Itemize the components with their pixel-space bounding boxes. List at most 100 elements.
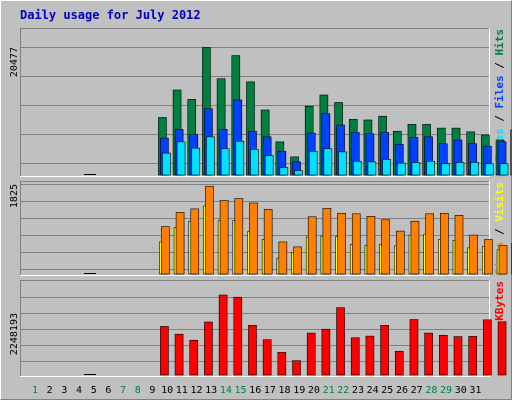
bar-kbytes-day-14 bbox=[277, 352, 287, 376]
bar-sites-day-19 bbox=[351, 213, 361, 275]
legend-entry: / bbox=[493, 109, 506, 129]
day-label-7: 7 bbox=[120, 385, 126, 396]
bar-pages-day-12 bbox=[250, 149, 259, 176]
bar-kbytes-day-10 bbox=[218, 294, 228, 376]
chart-title: Daily usage for July 2012 bbox=[20, 8, 201, 22]
day-label-8: 8 bbox=[135, 385, 141, 396]
bar-sites-day-20 bbox=[366, 216, 376, 275]
bar-sites-day-6 bbox=[161, 226, 170, 275]
bar-pages-day-14 bbox=[279, 167, 289, 176]
bar-sites-day-13 bbox=[263, 209, 273, 275]
bar-pages-day-9 bbox=[206, 136, 215, 176]
bar-sites-day-23 bbox=[410, 220, 420, 275]
day-label-19: 19 bbox=[293, 385, 305, 396]
bar-sites-day-14 bbox=[278, 241, 288, 275]
bar-kbytes-day-23 bbox=[409, 319, 419, 376]
bar-pages-day-17 bbox=[323, 148, 333, 176]
bar-sites-day-26 bbox=[454, 215, 464, 275]
y-max-label: 1825 bbox=[9, 184, 20, 208]
bar-sites-day-25 bbox=[440, 213, 449, 275]
legend-entry: Files bbox=[493, 75, 506, 108]
day-label-11: 11 bbox=[176, 385, 188, 396]
y-max-label: 20477 bbox=[9, 47, 20, 77]
bar-sites-day-28 bbox=[484, 239, 493, 275]
bar-pages-day-26 bbox=[455, 162, 465, 176]
day-label-18: 18 bbox=[279, 385, 291, 396]
bar-kbytes-day-19 bbox=[350, 337, 360, 376]
legend-entry: Visits bbox=[493, 182, 506, 222]
bar-sites-day-15 bbox=[293, 246, 302, 275]
bar-sites-day-22 bbox=[395, 230, 405, 275]
bar-kbytes-day-29 bbox=[497, 321, 507, 376]
bar-pages-day-21 bbox=[382, 159, 391, 176]
x-axis-day-labels: 1 2 3 4 5 6 7 8 9 10 11 12 13 14 15 16 17 18 19 20 21 22 23 24 2… bbox=[32, 385, 481, 396]
bar-kbytes-day-11 bbox=[233, 296, 243, 376]
bar-kbytes-day-12 bbox=[248, 325, 257, 376]
legend-entry: / bbox=[493, 222, 506, 242]
day-label-9: 9 bbox=[149, 385, 155, 396]
day-label-15: 15 bbox=[234, 385, 246, 396]
day-label-3: 3 bbox=[61, 385, 67, 396]
bar-kbytes-day-17 bbox=[321, 328, 331, 376]
bar-kbytes-day-18 bbox=[336, 307, 345, 376]
panel-visits_sites: 1825Sites / Visits bbox=[9, 181, 512, 276]
bar-sites-day-21 bbox=[381, 219, 390, 275]
bar-kbytes-day-25 bbox=[439, 334, 448, 376]
bar-kbytes-day-24 bbox=[424, 332, 433, 376]
bar-kbytes-day-15 bbox=[292, 360, 301, 376]
day-label-22: 22 bbox=[337, 385, 349, 396]
day-label-31: 31 bbox=[469, 385, 481, 396]
bar-pages-day-22 bbox=[396, 162, 406, 176]
bar-hits-day-30 bbox=[510, 129, 512, 176]
bar-sites-day-8 bbox=[190, 208, 200, 275]
bar-pages-day-16 bbox=[308, 150, 318, 176]
chart-panels: 20477Pages / Files / Hits1825Sites / Vis… bbox=[9, 28, 512, 377]
bar-sites-day-16 bbox=[307, 216, 317, 275]
bar-pages-day-25 bbox=[441, 163, 450, 176]
bar-pages-day-13 bbox=[264, 155, 274, 176]
bar-kbytes-day-9 bbox=[204, 321, 213, 376]
bar-pages-day-20 bbox=[367, 161, 377, 176]
bar-pages-day-11 bbox=[235, 140, 245, 176]
day-label-13: 13 bbox=[205, 385, 217, 396]
bar-pages-day-23 bbox=[411, 162, 421, 176]
day-label-23: 23 bbox=[352, 385, 364, 396]
day-label-12: 12 bbox=[190, 385, 202, 396]
bar-kbytes-day-7 bbox=[174, 333, 184, 376]
bar-kbytes-day-28 bbox=[483, 319, 492, 376]
day-label-20: 20 bbox=[308, 385, 320, 396]
bar-kbytes-day-8 bbox=[189, 339, 199, 376]
day-label-16: 16 bbox=[249, 385, 261, 396]
bar-kbytes-day-26 bbox=[453, 336, 463, 376]
bar-sites-day-9 bbox=[205, 185, 214, 275]
day-label-27: 27 bbox=[411, 385, 423, 396]
bar-kbytes-day-21 bbox=[380, 325, 389, 376]
legend-entry: Hits bbox=[493, 29, 506, 56]
bar-kbytes-day-27 bbox=[468, 336, 477, 376]
y-max-label: 2248193 bbox=[9, 313, 20, 355]
bar-sites-day-18 bbox=[337, 213, 346, 275]
bar-sites-day-12 bbox=[249, 202, 258, 275]
bar-sites-day-11 bbox=[234, 198, 244, 275]
day-label-1: 1 bbox=[32, 385, 38, 396]
day-label-30: 30 bbox=[455, 385, 467, 396]
panel-hits_files_pages: 20477Pages / Files / Hits bbox=[9, 28, 512, 177]
bar-pages-day-10 bbox=[220, 148, 230, 176]
bar-sites-day-7 bbox=[175, 212, 185, 275]
bar-pages-day-15 bbox=[294, 170, 303, 176]
bar-kbytes-day-22 bbox=[394, 350, 404, 376]
day-label-6: 6 bbox=[105, 385, 111, 396]
bar-pages-day-18 bbox=[338, 151, 347, 176]
day-label-25: 25 bbox=[381, 385, 393, 396]
day-label-21: 21 bbox=[323, 385, 335, 396]
bar-kbytes-day-6 bbox=[160, 326, 169, 376]
panel-kbytes: 2248193 KBytes bbox=[9, 280, 507, 377]
bar-sites-day-27 bbox=[469, 234, 478, 275]
bar-sites-day-29 bbox=[498, 245, 508, 275]
day-label-5: 5 bbox=[91, 385, 97, 396]
day-label-24: 24 bbox=[367, 385, 379, 396]
bar-kbytes-day-13 bbox=[262, 339, 272, 376]
bar-pages-day-24 bbox=[426, 160, 435, 176]
day-label-26: 26 bbox=[396, 385, 408, 396]
